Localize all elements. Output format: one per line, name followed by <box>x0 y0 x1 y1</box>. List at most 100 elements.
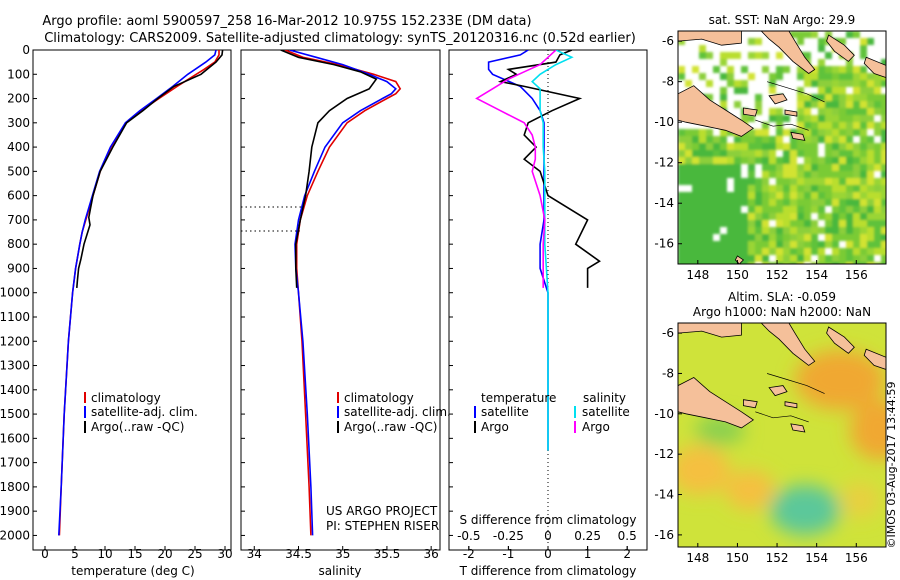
sst-pixel <box>734 87 741 94</box>
sst-pixel <box>825 234 832 241</box>
sst-pixel <box>839 199 846 206</box>
sst-pixel <box>727 248 734 255</box>
sst-pixel <box>741 178 748 185</box>
sst-pixel <box>825 143 832 150</box>
sla-field <box>678 350 886 535</box>
sst-pixel <box>713 213 720 220</box>
sst-pixel <box>776 164 783 171</box>
sst-pixel <box>839 94 846 101</box>
x-tick-label: 30 <box>217 547 232 561</box>
sst-pixel <box>790 213 797 220</box>
sst-pixel <box>881 101 886 108</box>
sst-pixel <box>825 199 832 206</box>
land-polygon <box>768 93 788 105</box>
sst-pixel <box>685 143 692 150</box>
sst-pixel <box>699 199 706 206</box>
sst-pixel <box>832 206 839 213</box>
sst-pixel <box>727 234 734 241</box>
sst-pixel <box>685 248 692 255</box>
sst-pixel <box>692 227 699 234</box>
sst-pixel <box>839 206 846 213</box>
altimetry-map-frame <box>677 322 887 548</box>
figure-title-line1: Argo profile: aoml 5900597_258 16-Mar-20… <box>42 14 531 29</box>
sst-pixel <box>853 31 860 38</box>
lon-tick-label: 150 <box>726 551 749 565</box>
sst-pixel <box>790 157 797 164</box>
isobath-line <box>766 373 825 394</box>
sst-pixel <box>853 66 860 73</box>
sst-pixel <box>846 178 853 185</box>
sst-pixel <box>692 234 699 241</box>
sst-pixel <box>867 157 874 164</box>
sst-pixel <box>811 136 818 143</box>
x-tick-label: 2 <box>623 547 631 561</box>
sst-pixel <box>839 164 846 171</box>
sst-pixel <box>825 164 832 171</box>
sst-pixel <box>734 241 741 248</box>
sst-pixel <box>811 248 818 255</box>
sst-pixel <box>769 234 776 241</box>
sst-pixel <box>846 115 853 122</box>
sst-pixel <box>797 171 804 178</box>
sst-pixel <box>713 157 720 164</box>
sst-pixel <box>713 143 720 150</box>
sst-pixel <box>818 129 825 136</box>
sst-pixel <box>748 213 755 220</box>
sst-pixel <box>692 255 699 262</box>
sst-pixel <box>874 220 881 227</box>
sst-pixel <box>811 101 818 108</box>
sst-pixel <box>811 73 818 80</box>
sst-pixel <box>797 87 804 94</box>
sst-pixel <box>846 171 853 178</box>
lat-tick-label: -16 <box>654 528 674 542</box>
sst-pixel <box>776 143 783 150</box>
sst-pixel <box>678 136 685 143</box>
sst-pixel <box>846 80 853 87</box>
sst-pixel <box>692 129 699 136</box>
sst-pixel <box>769 262 776 264</box>
sst-pixel <box>804 248 811 255</box>
sst-pixel <box>853 178 860 185</box>
sst-pixel <box>853 115 860 122</box>
sst-pixel <box>867 143 874 150</box>
sst-pixel <box>741 115 748 122</box>
sst-pixel <box>839 171 846 178</box>
depth-tick-label: 300 <box>7 116 30 130</box>
sst-pixel <box>699 157 706 164</box>
sst-pixel <box>755 150 762 157</box>
sst-pixel <box>818 87 825 94</box>
sst-pixel <box>783 164 790 171</box>
sst-pixel <box>867 241 874 248</box>
sst-pixel <box>881 178 886 185</box>
sst-pixel <box>797 248 804 255</box>
sst-pixel <box>881 136 886 143</box>
sst-pixel <box>741 136 748 143</box>
land-polygon <box>863 348 886 370</box>
sst-pixel <box>783 66 790 73</box>
sst-pixel <box>804 31 811 38</box>
sst-pixel <box>790 185 797 192</box>
lat-tick-label: -8 <box>662 366 674 380</box>
x-tick-label: -1 <box>502 547 514 561</box>
sst-pixel <box>699 171 706 178</box>
sst-pixel <box>818 227 825 234</box>
sst-pixel <box>769 241 776 248</box>
sst-pixel <box>860 171 867 178</box>
sst-pixel <box>839 101 846 108</box>
sla-blob <box>850 400 886 460</box>
sst-pixel <box>748 157 755 164</box>
sst-pixel <box>874 213 881 220</box>
sst-pixel <box>769 199 776 206</box>
sst-pixel <box>804 80 811 87</box>
series-line-salinity-argo <box>475 50 557 288</box>
salinity-panel: 34 34.5 35 35.5 36 salinity climatology sate… <box>240 49 451 578</box>
sst-pixel <box>776 234 783 241</box>
sst-pixel <box>825 66 832 73</box>
temperature-xlabel: temperature (deg C) <box>71 564 194 578</box>
sst-pixel <box>853 206 860 213</box>
sst-pixel <box>839 115 846 122</box>
sst-pixel <box>734 192 741 199</box>
sst-pixel <box>720 171 727 178</box>
sst-pixel <box>797 38 804 45</box>
sst-pixel <box>790 136 797 143</box>
